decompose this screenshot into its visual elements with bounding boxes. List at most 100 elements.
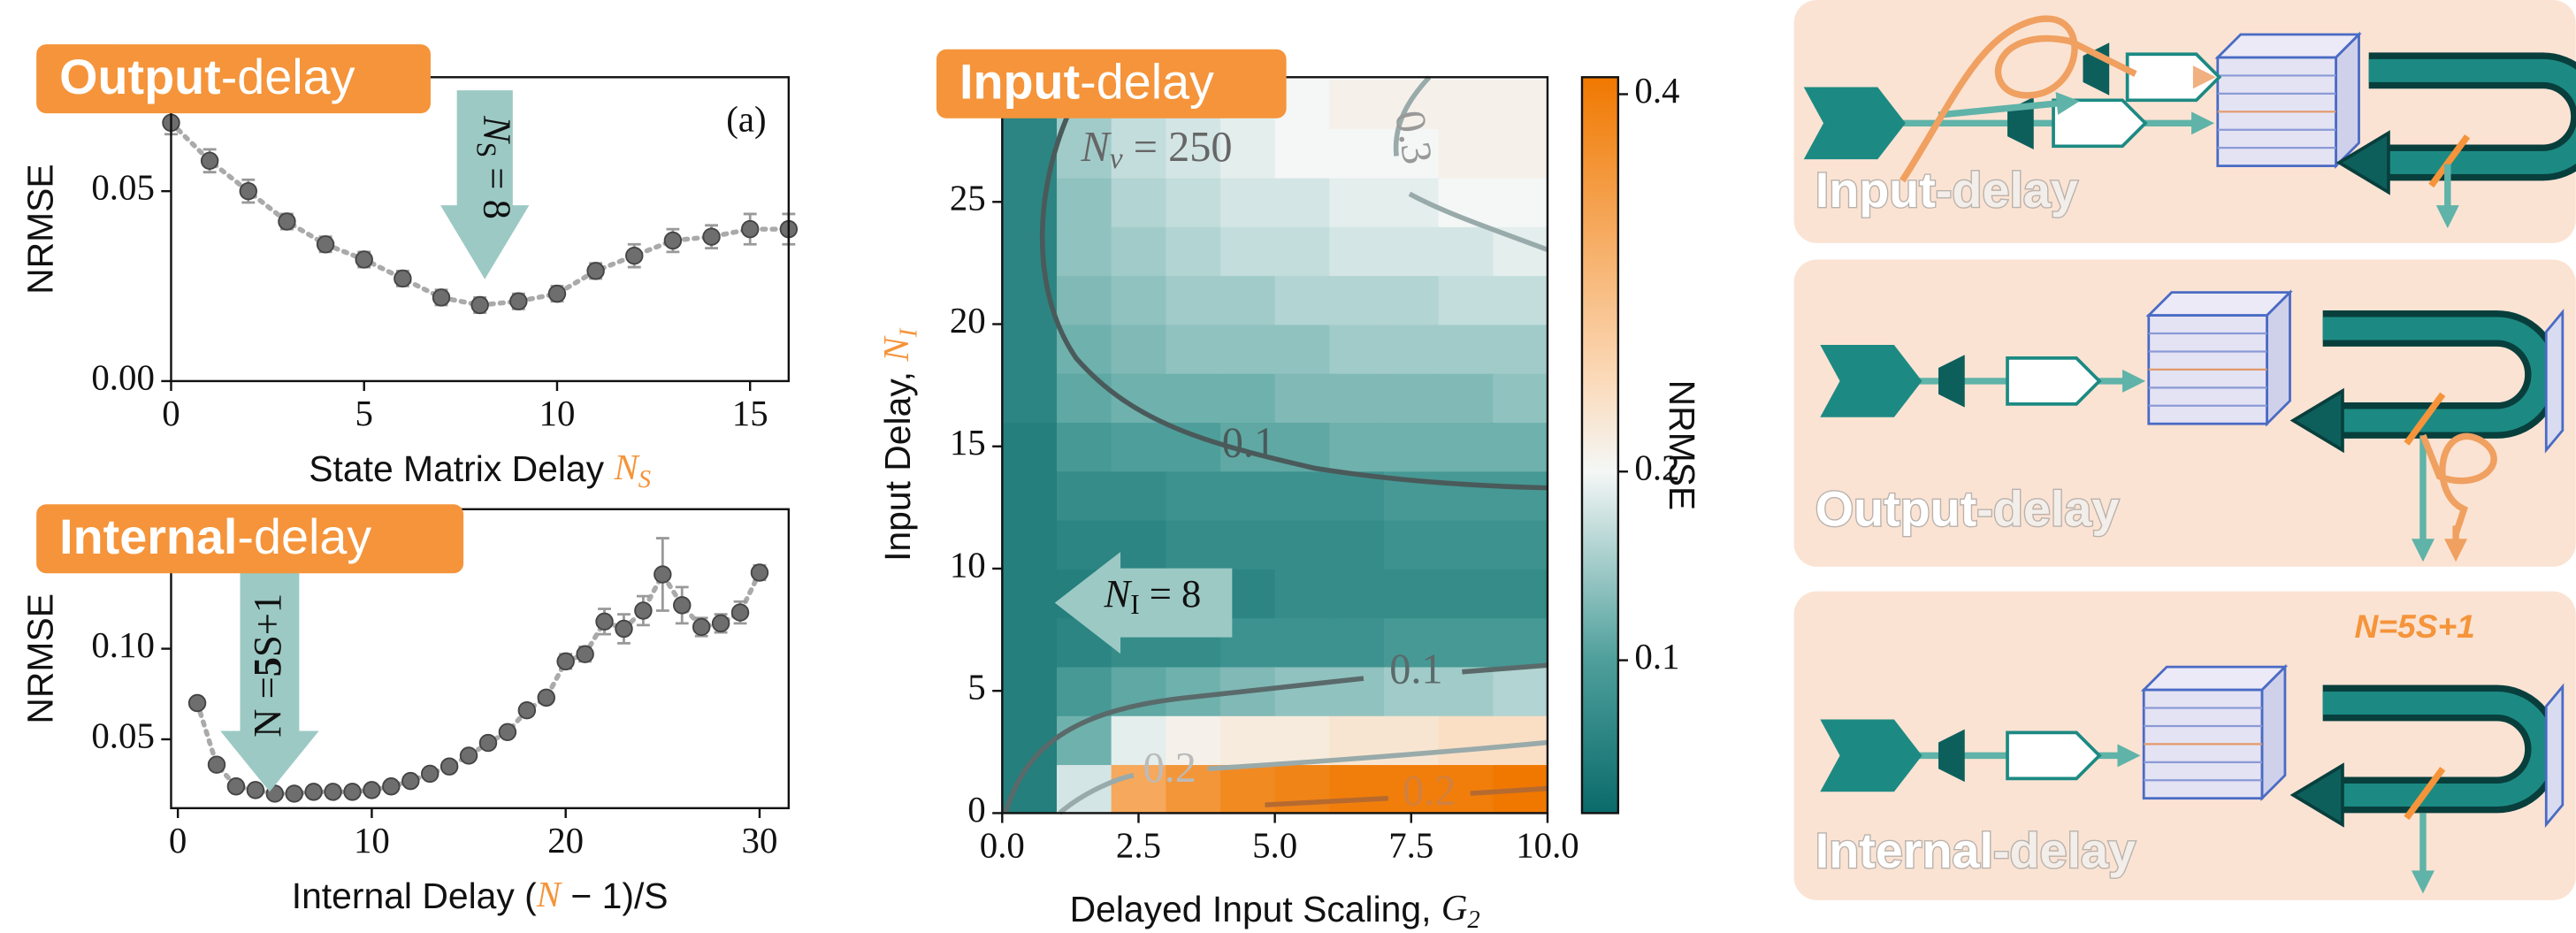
heatmap-cell xyxy=(1056,666,1112,716)
data-point xyxy=(382,777,401,796)
data-point xyxy=(711,614,730,633)
data-point xyxy=(517,700,537,720)
heatmap-cell xyxy=(1493,80,1548,130)
data-point xyxy=(556,652,575,671)
annotation-sub: S xyxy=(470,142,501,157)
annotation-symbol: N xyxy=(475,115,519,144)
heatmap-cell xyxy=(1329,568,1385,619)
mask-block xyxy=(1938,355,1965,408)
heatmap-cell xyxy=(1329,422,1385,472)
data-point xyxy=(615,619,633,639)
heatmap-cell xyxy=(1111,177,1167,227)
contour-label: 0.3 xyxy=(1386,107,1441,168)
panel-label-bold: Input xyxy=(959,54,1080,109)
x-tick-label: 20 xyxy=(547,821,584,860)
x-tick-label: 10.0 xyxy=(1516,826,1579,866)
heatmap-cell xyxy=(1274,470,1331,521)
heatmap-cell xyxy=(1274,666,1331,716)
heatmap-cell xyxy=(1493,128,1548,179)
arrowhead xyxy=(2411,539,2435,562)
data-point xyxy=(246,781,265,799)
heatmap-cell xyxy=(1274,568,1331,619)
colorbar-tick-label: 0.1 xyxy=(1634,637,1679,677)
data-point xyxy=(654,565,672,584)
heatmap-cell xyxy=(1493,422,1548,472)
contour-annotation-sub: v xyxy=(1110,142,1123,175)
x-label-symbol: N xyxy=(613,447,640,487)
contour-label: 0.2 xyxy=(1143,745,1196,792)
heatmap-cell xyxy=(1056,275,1112,325)
data-point xyxy=(702,227,721,246)
heatmap-cell xyxy=(1383,519,1440,570)
y-tick-label: 0.05 xyxy=(91,715,155,755)
heatmap-cell xyxy=(1493,519,1548,570)
panel-label-bold: Internal xyxy=(59,509,237,564)
contour-line xyxy=(1039,75,1548,491)
heatmap-cell xyxy=(1383,422,1440,472)
label-box xyxy=(36,504,464,574)
feedback-loop-inner xyxy=(2322,691,2555,807)
data-point xyxy=(595,612,614,631)
heatmap-cell xyxy=(1438,568,1494,619)
heatmap-cell xyxy=(1166,764,1221,814)
heatmap-cell xyxy=(1274,275,1331,325)
annotation: N =5S+1 xyxy=(245,593,289,738)
heatmap-cell xyxy=(1111,764,1167,814)
annotation: NS = 8 xyxy=(470,115,519,219)
x-label-symbol: N xyxy=(536,875,563,914)
heatmap-cell xyxy=(1493,470,1548,521)
x-tick-label: 0 xyxy=(162,394,180,433)
panel-label-bold: Output xyxy=(59,50,221,104)
heatmap-cell xyxy=(1493,715,1548,766)
label-box xyxy=(36,44,431,114)
heatmap-cell xyxy=(1002,568,1058,619)
input-layer xyxy=(2052,98,2148,149)
heatmap-cell xyxy=(1329,80,1385,130)
diagram-label: Input-delay xyxy=(1815,163,2078,218)
arrowhead xyxy=(2191,111,2215,135)
heatmap-cell xyxy=(1329,372,1385,424)
data-point xyxy=(692,617,711,637)
heatmap-cell xyxy=(1056,422,1112,472)
x-tick-label: 10 xyxy=(539,394,576,433)
heatmap-cell xyxy=(1002,470,1058,521)
colorbar-label: NRMSE xyxy=(1662,380,1702,511)
data-point xyxy=(187,693,207,713)
arrowhead xyxy=(2122,369,2146,393)
contour-line xyxy=(1058,739,1548,815)
x-tick-label: 7.5 xyxy=(1388,826,1433,866)
annotation: NI = 8 xyxy=(1103,571,1201,620)
heatmap-cell xyxy=(1329,226,1385,277)
data-point xyxy=(207,755,226,774)
heatmap-cell xyxy=(1329,666,1385,716)
label-box xyxy=(936,49,1287,119)
diagram-label-rest: -delay xyxy=(1976,481,2119,536)
heatmap-cell xyxy=(1383,128,1440,179)
heatmap-cell xyxy=(1493,177,1548,227)
data-point xyxy=(459,746,478,765)
heatmap-cell xyxy=(1166,275,1221,325)
data-point xyxy=(470,295,489,315)
heatmap-cell xyxy=(1383,764,1440,814)
heatmap-cell xyxy=(1438,324,1494,374)
diagram-label-rest: -delay xyxy=(1936,163,2078,218)
heatmap-cell xyxy=(1111,519,1167,570)
heatmap-cell xyxy=(1329,470,1385,521)
diagram-label: Internal-delay xyxy=(1815,823,2136,878)
connector xyxy=(1938,98,2074,119)
colorbar-tick-label: 0.4 xyxy=(1634,71,1679,111)
heatmap-cell xyxy=(1166,715,1221,766)
heatmap-cell xyxy=(1329,177,1385,227)
data-point xyxy=(663,231,683,250)
contour-annotation: Nv = 250 xyxy=(1080,124,1232,175)
annotation-bold: 5 xyxy=(245,657,289,677)
heatmap-cell xyxy=(1438,80,1494,130)
reservoir-side xyxy=(2335,31,2360,169)
data-point xyxy=(576,645,594,663)
heatmap-cell xyxy=(1002,226,1058,277)
annotation-sub: I xyxy=(1130,589,1139,620)
heatmap-cell xyxy=(1002,666,1058,716)
heatmap-cell xyxy=(1438,715,1494,766)
panel-label: Internal-delay xyxy=(59,509,371,564)
contour-line xyxy=(1393,75,1548,252)
